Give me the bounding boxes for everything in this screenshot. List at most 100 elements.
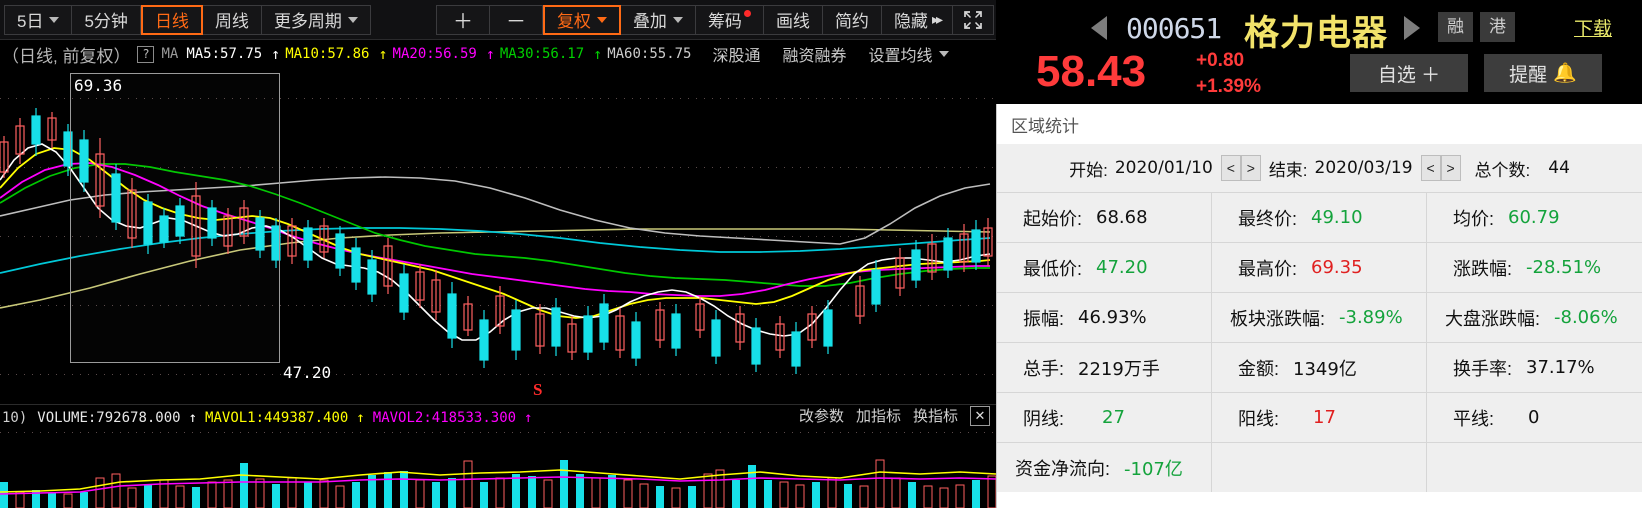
- volume-trend-icon: ↑: [188, 409, 198, 426]
- ma30-line: [0, 163, 990, 287]
- link-set-ma[interactable]: 设置均线: [868, 48, 933, 65]
- help-icon[interactable]: ?: [137, 45, 155, 63]
- period-btn-weekly[interactable]: 周线: [202, 5, 262, 34]
- stat-key: 阳线:: [1238, 408, 1280, 429]
- margin-tag[interactable]: 融: [1438, 12, 1473, 42]
- count-value: 44: [1548, 158, 1570, 178]
- volume-chart-canvas[interactable]: [0, 430, 996, 508]
- change-params-button[interactable]: 改参数: [798, 408, 844, 425]
- start-date-label: 开始:: [1069, 160, 1108, 180]
- period-btn-5min-label: 5分钟: [84, 12, 128, 31]
- stat-value: -107亿: [1124, 458, 1183, 480]
- ma30-trend-icon: ↑: [593, 45, 603, 63]
- gridline: [0, 167, 996, 168]
- start-date-prev-button[interactable]: <: [1220, 155, 1241, 181]
- minus-icon: －: [505, 11, 526, 33]
- end-date-prev-button[interactable]: <: [1420, 155, 1441, 181]
- adjust-price-label: 复权: [556, 12, 591, 31]
- indicator-index: 10): [2, 409, 28, 426]
- start-date-next-button[interactable]: >: [1240, 155, 1261, 181]
- zoom-in-button[interactable]: ＋: [436, 5, 490, 34]
- add-indicator-button[interactable]: 加指标: [855, 408, 901, 425]
- ma20-value: MA20:56.59: [392, 46, 477, 62]
- stat-cell: 起始价: 68.68: [997, 192, 1212, 242]
- start-date-value: 2020/01/10: [1114, 158, 1213, 178]
- hk-connect-tag[interactable]: 港: [1480, 12, 1515, 42]
- link-margin-trading[interactable]: 融资融券: [782, 48, 847, 65]
- stat-cell-empty: [1427, 442, 1642, 492]
- ma5-trend-icon: ↑: [271, 45, 281, 63]
- switch-indicator-button[interactable]: 换指标: [912, 408, 958, 425]
- stat-value: 47.20: [1096, 257, 1148, 278]
- period-btn-more-label: 更多周期: [273, 12, 342, 31]
- gridline: [0, 98, 996, 99]
- price-change-percent: +1.39%: [1196, 76, 1261, 97]
- notification-dot-icon: [743, 10, 751, 17]
- stat-cell: 资金净流向: -107亿: [997, 442, 1212, 492]
- close-icon[interactable]: ✕: [970, 405, 990, 426]
- period-btn-more[interactable]: 更多周期: [261, 5, 370, 34]
- chart-toolbar: 5日 5分钟 日线 周线 更多周期: [0, 0, 996, 40]
- chevron-down-icon: [672, 16, 683, 23]
- fullscreen-button[interactable]: [953, 5, 993, 34]
- volume-bars-svg: [0, 459, 996, 508]
- stat-value: -8.06%: [1554, 307, 1618, 328]
- mavol1-trend-icon: ↑: [356, 409, 365, 426]
- adjust-price-button[interactable]: 复权: [542, 4, 621, 35]
- stat-key: 最高价:: [1238, 258, 1298, 279]
- period-btn-5min[interactable]: 5分钟: [72, 5, 141, 34]
- quote-header: 000651 格力电器 融 港 下载 58.43 +0.80 +1.39% 自选…: [996, 0, 1642, 100]
- plus-icon: ＋: [452, 11, 473, 33]
- simple-mode-button[interactable]: 简约: [822, 5, 882, 34]
- hide-panel-button[interactable]: 隐藏 ▸▸: [881, 5, 953, 34]
- stat-value: 37.17%: [1526, 357, 1595, 378]
- ma60-line: [0, 176, 991, 245]
- stat-cell: 金额: 1349亿: [1212, 342, 1427, 392]
- simple-mode-label: 简约: [834, 12, 869, 31]
- overlay-button[interactable]: 叠加: [620, 5, 696, 34]
- end-date-label: 结束:: [1268, 160, 1308, 180]
- mavol2-value: MAVOL2:418533.300: [372, 409, 517, 426]
- chevron-down-icon: [938, 51, 949, 57]
- overlay-label: 叠加: [632, 12, 667, 31]
- stat-date-range-row: 开始: 2020/01/10 < > 结束: 2020/03/19 < > 总个…: [997, 144, 1642, 192]
- prev-stock-icon[interactable]: [1091, 16, 1107, 40]
- chart-pane: 5日 5分钟 日线 周线 更多周期: [0, 0, 996, 508]
- zoom-out-button[interactable]: －: [489, 5, 543, 34]
- indicator-tools: 改参数 加指标 换指标 ✕: [799, 405, 990, 426]
- stat-cell: 最高价: 69.35: [1212, 242, 1427, 292]
- add-watchlist-button[interactable]: 自选 ＋: [1350, 54, 1468, 92]
- link-shenzhen-connect[interactable]: 深股通: [712, 48, 761, 65]
- volume-indicator-legend: 10) VOLUME:792678.000 ↑ MAVOL1:449387.40…: [0, 404, 996, 430]
- region-selection-rectangle[interactable]: [70, 73, 280, 363]
- next-stock-icon[interactable]: [1404, 16, 1420, 40]
- stat-cell: 阳线: 17: [1212, 392, 1427, 442]
- candlestick-series: [0, 108, 993, 374]
- ma5-value: MA5:57.75: [186, 46, 263, 62]
- end-date-next-button[interactable]: >: [1440, 155, 1461, 181]
- download-link[interactable]: 下载: [1574, 19, 1613, 40]
- period-btn-5day-label: 5日: [17, 12, 44, 31]
- alert-button[interactable]: 提醒 🔔: [1484, 54, 1602, 92]
- period-btn-daily[interactable]: 日线: [140, 4, 203, 35]
- chips-button[interactable]: 筹码: [695, 5, 764, 34]
- stat-cell: 总手: 2219万手: [997, 342, 1212, 392]
- period-btn-5day[interactable]: 5日: [5, 5, 73, 34]
- stat-cell: 最终价: 49.10: [1212, 192, 1427, 242]
- period-btn-weekly-label: 周线: [214, 12, 249, 31]
- stat-value: 68.68: [1096, 207, 1148, 228]
- draw-line-button[interactable]: 画线: [763, 5, 823, 34]
- period-btn-daily-label: 日线: [154, 12, 189, 31]
- stat-value: 69.35: [1311, 257, 1363, 278]
- price-change: +0.80: [1196, 50, 1245, 71]
- ma10-line: [0, 147, 991, 319]
- stat-key: 平线:: [1453, 408, 1495, 429]
- end-date-value: 2020/03/19: [1314, 158, 1413, 178]
- price-chart-canvas[interactable]: 69.36 47.20 S: [0, 68, 996, 404]
- high-price-label: 69.36: [74, 76, 123, 95]
- ma-legend-row: （日线, 前复权） ? MA MA5:57.75 ↑ MA10:57.86 ↑ …: [0, 40, 996, 68]
- stat-cell: 大盘涨跌幅: -8.06%: [1427, 292, 1642, 342]
- stat-cell: 换手率: 37.17%: [1427, 342, 1642, 392]
- period-button-group: 5日 5分钟 日线 周线 更多周期: [4, 4, 371, 35]
- hide-panel-label: 隐藏: [893, 12, 928, 31]
